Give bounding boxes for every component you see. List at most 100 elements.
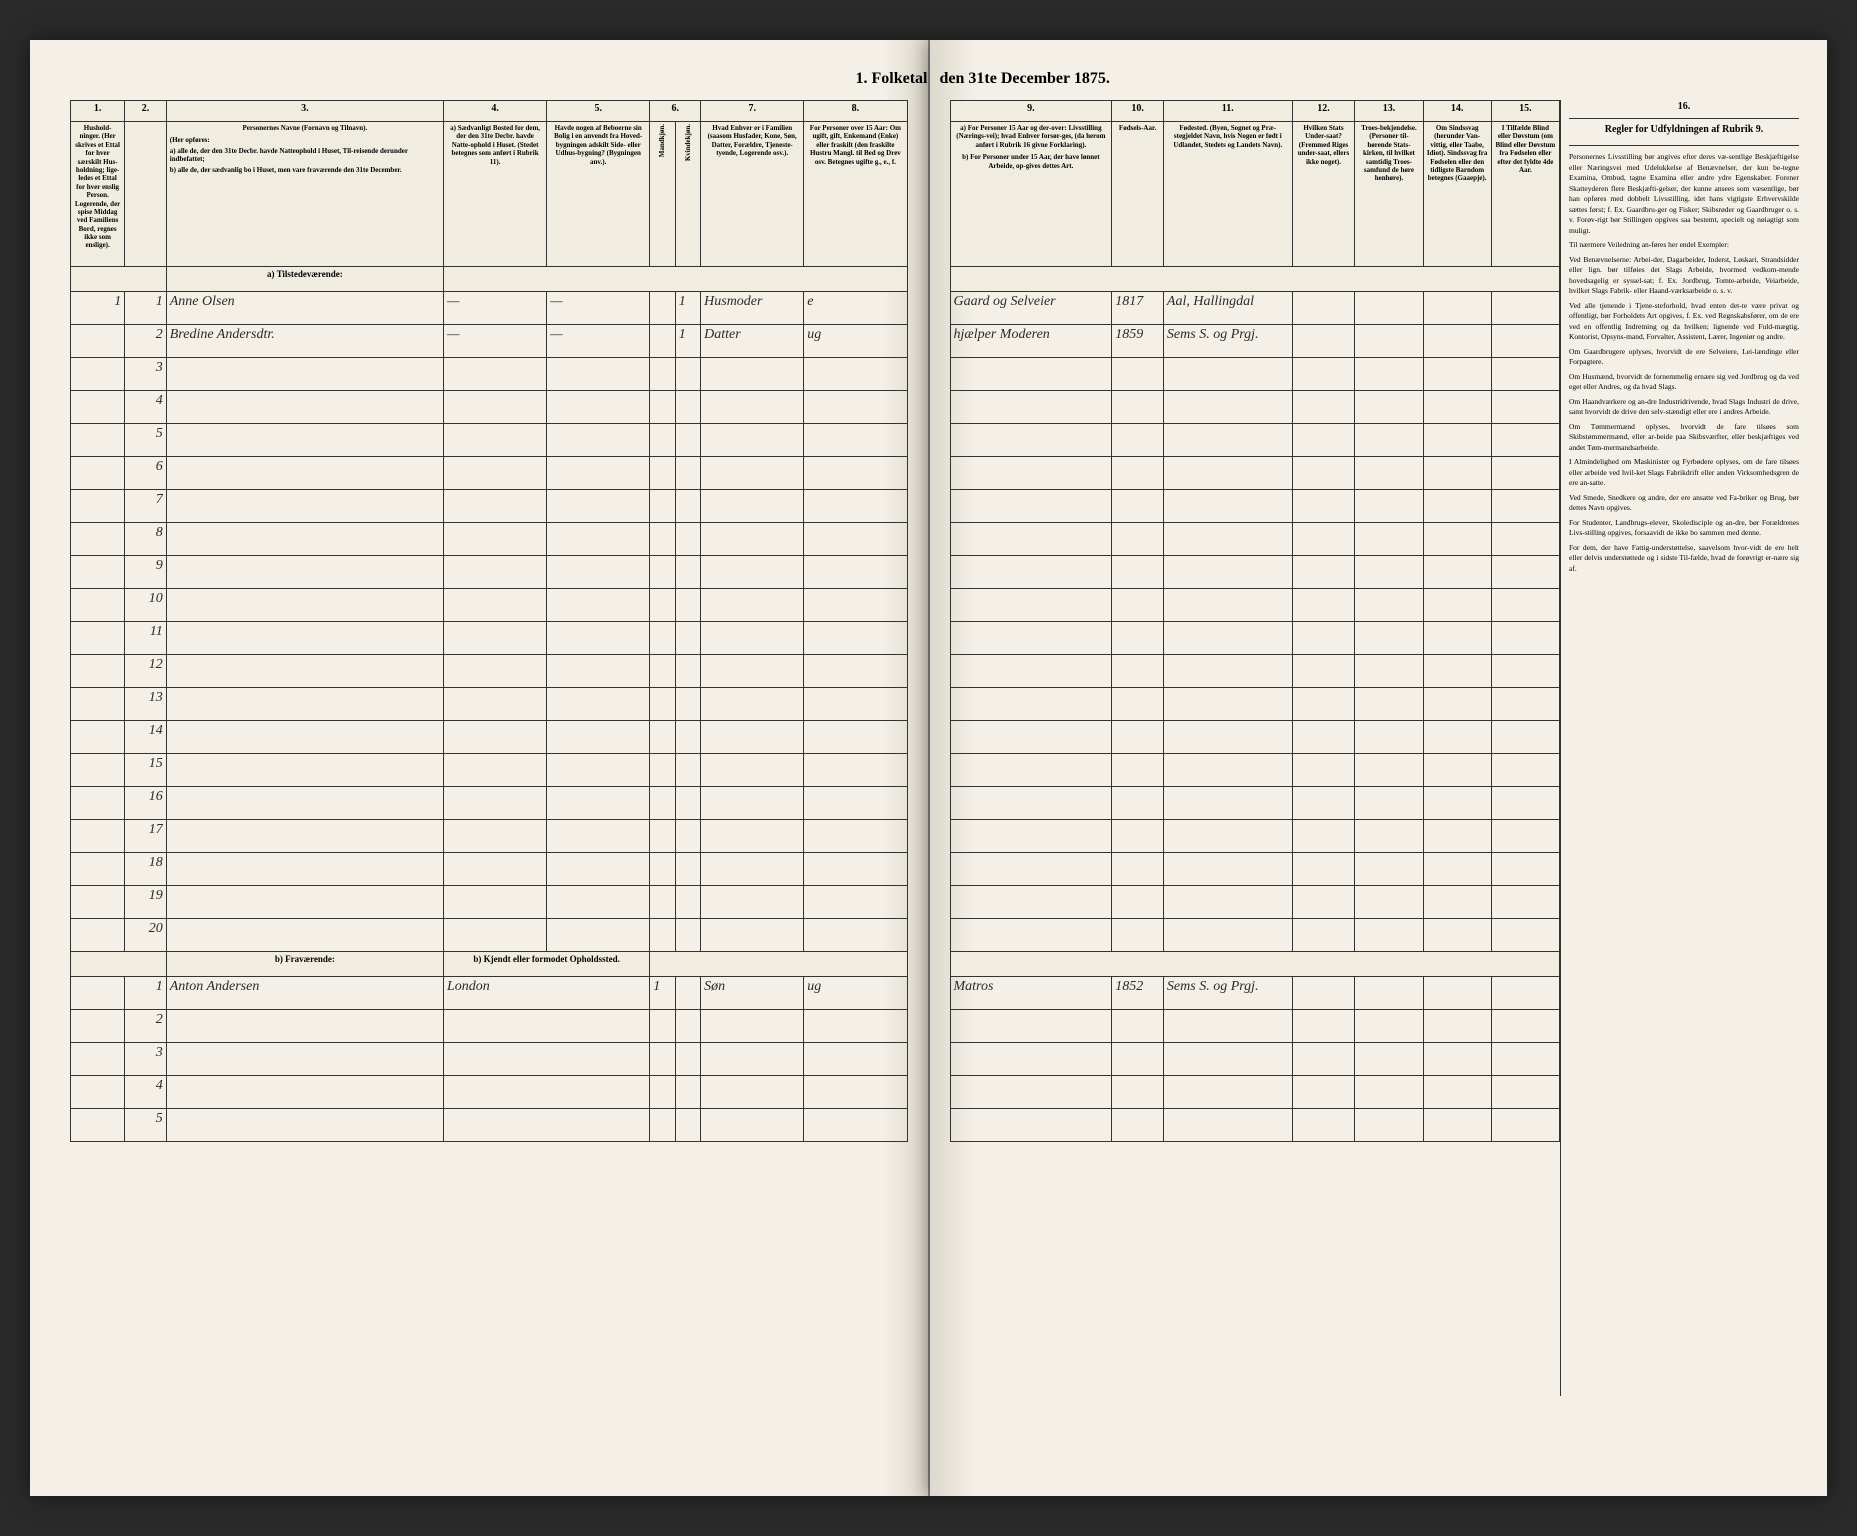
col-15-num: 15.: [1491, 101, 1559, 122]
table-row: 6: [71, 457, 908, 490]
table-row: 8: [71, 523, 908, 556]
table-row: [950, 754, 1560, 787]
table-row: 17: [71, 820, 908, 853]
table-row: 15: [71, 754, 908, 787]
table-row: [950, 424, 1560, 457]
table-row: 12: [71, 655, 908, 688]
col-2-num: 2.: [125, 101, 167, 122]
table-row: 10: [71, 589, 908, 622]
table-row: [950, 886, 1560, 919]
header-1: Hushold-ninger. (Her skrives et Ettal fo…: [71, 122, 125, 267]
table-row: [950, 523, 1560, 556]
table-row: [950, 1076, 1560, 1109]
table-row: 7: [71, 490, 908, 523]
table-row: [950, 721, 1560, 754]
table-row: 4: [71, 391, 908, 424]
rules-paragraph: Ved Benævnelserne: Arbei-der, Dagarbeide…: [1569, 255, 1799, 297]
column-header-row: Hushold-ninger. (Her skrives et Ettal fo…: [71, 122, 908, 267]
col-4-num: 4.: [444, 101, 547, 122]
table-row: [950, 358, 1560, 391]
rules-column: 16. Regler for Udfyldningen af Rubrik 9.…: [1560, 100, 1807, 1396]
table-row: 5: [71, 1109, 908, 1142]
rules-paragraph: Til nærmere Veiledning an-føres her ende…: [1569, 240, 1799, 251]
table-row: 19: [71, 886, 908, 919]
header-10: Fødsels-Aar.: [1112, 122, 1164, 267]
table-row: 20: [71, 919, 908, 952]
table-row: [950, 490, 1560, 523]
rules-title: Regler for Udfyldningen af Rubrik 9.: [1569, 119, 1799, 146]
col-3-num: 3.: [166, 101, 443, 122]
header-12: Hvilken Stats Under-saat? (Fremmed Riges…: [1292, 122, 1355, 267]
census-table-left: 1. 2. 3. 4. 5. 6. 7. 8. Hushold-ninger. …: [70, 100, 908, 1142]
table-row: 3: [71, 358, 908, 391]
rules-paragraph: Om Haandværkere og an-dre Industridriven…: [1569, 397, 1799, 418]
table-row: 2: [71, 1010, 908, 1043]
header-5: Havde nogen af Beboerne sin Bolig i en a…: [547, 122, 650, 267]
right-table-container: 9. 10. 11. 12. 13. 14. 15. a) For Person…: [930, 40, 1828, 1416]
table-row: [950, 589, 1560, 622]
header-13: Troes-bekjendelse. (Personer til-hørende…: [1355, 122, 1423, 267]
rules-paragraph: Om Tømmermænd oplyses, hvorvidt de fare …: [1569, 422, 1799, 454]
table-row: 11: [71, 622, 908, 655]
column-number-row: 1. 2. 3. 4. 5. 6. 7. 8.: [71, 101, 908, 122]
col-8-num: 8.: [804, 101, 907, 122]
header-11: Fødested. (Byen, Sognet og Præ-stegjelde…: [1163, 122, 1292, 267]
header-9: a) For Personer 15 Aar og der-over: Livs…: [950, 122, 1112, 267]
col-14-num: 14.: [1423, 101, 1491, 122]
table-row: [950, 820, 1560, 853]
rules-paragraph: Ved alle tjenende i Tjene-steforhold, hv…: [1569, 301, 1799, 343]
rules-paragraph: Ved Smede, Snedkere og andre, der ere an…: [1569, 493, 1799, 514]
rules-paragraph: Personernes Livsstilling bør angives eft…: [1569, 152, 1799, 236]
table-row: 14: [71, 721, 908, 754]
section-a-header: a) Tilstedeværende:: [71, 267, 908, 292]
table-row: Matros 1852 Sems S. og Prgj.: [950, 977, 1560, 1010]
census-table-right: 9. 10. 11. 12. 13. 14. 15. a) For Person…: [950, 100, 1561, 1142]
col-9-num: 9.: [950, 101, 1112, 122]
table-row: [950, 1010, 1560, 1043]
table-row: 9: [71, 556, 908, 589]
left-page: 1. Folketal 1. 2. 3. 4. 5. 6. 7. 8. Hush…: [30, 40, 930, 1496]
header-15: I Tilfælde Blind eller Døvstum (om Blind…: [1491, 122, 1559, 267]
col-5-num: 5.: [547, 101, 650, 122]
table-row: 16: [71, 787, 908, 820]
page-title-right: den 31te December 1875.: [930, 40, 1838, 98]
section-a-header-right: [950, 267, 1560, 292]
table-row: [950, 457, 1560, 490]
col-13-num: 13.: [1355, 101, 1423, 122]
col-10-num: 10.: [1112, 101, 1164, 122]
header-14: Om Sindssvag (herunder Van-vittig, eller…: [1423, 122, 1491, 267]
col-11-num: 11.: [1163, 101, 1292, 122]
col-6-num: 6.: [650, 101, 701, 122]
column-header-row: a) For Personer 15 Aar og der-over: Livs…: [950, 122, 1560, 267]
table-row: [950, 688, 1560, 721]
table-row: 3: [71, 1043, 908, 1076]
table-row: 5: [71, 424, 908, 457]
rules-paragraph: For Studenter, Landbrugs-elever, Skoledi…: [1569, 518, 1799, 539]
table-row: [950, 655, 1560, 688]
left-table-container: 1. 2. 3. 4. 5. 6. 7. 8. Hushold-ninger. …: [30, 40, 928, 1416]
table-row: Gaard og Selveier 1817 Aal, Hallingdal: [950, 292, 1560, 325]
header-2: [125, 122, 167, 267]
table-row: 1 Anton Andersen London 1 Søn ug: [71, 977, 908, 1010]
column-number-row: 9. 10. 11. 12. 13. 14. 15.: [950, 101, 1560, 122]
book-spread: 1. Folketal 1. 2. 3. 4. 5. 6. 7. 8. Hush…: [0, 0, 1857, 1536]
table-row: 4: [71, 1076, 908, 1109]
table-row: [950, 622, 1560, 655]
rules-paragraph: For dem, der have Fattig-understøttelse,…: [1569, 543, 1799, 575]
rules-paragraph: Om Husmænd, hvorvidt de fornemmelig ernæ…: [1569, 372, 1799, 393]
table-row: [950, 919, 1560, 952]
table-row: 1 1 Anne Olsen — — 1 Husmoder e: [71, 292, 908, 325]
table-row: 18: [71, 853, 908, 886]
table-row: [950, 853, 1560, 886]
table-row: 2 Bredine Andersdtr. — — 1 Datter ug: [71, 325, 908, 358]
table-row: [950, 556, 1560, 589]
header-3: Personernes Navne (Fornavn og Tilnavn). …: [166, 122, 443, 267]
table-row: [950, 787, 1560, 820]
right-page: den 31te December 1875. 9. 10. 11. 12. 1…: [930, 40, 1828, 1496]
table-row: hjælper Moderen 1859 Sems S. og Prgj.: [950, 325, 1560, 358]
table-row: [950, 1109, 1560, 1142]
page-title-left: 1. Folketal: [30, 40, 938, 98]
header-8: For Personer over 15 Aar: Om ugift, gift…: [804, 122, 907, 267]
col-1-num: 1.: [71, 101, 125, 122]
header-7: Hvad Enhver er i Familien (saasom Husfad…: [701, 122, 804, 267]
